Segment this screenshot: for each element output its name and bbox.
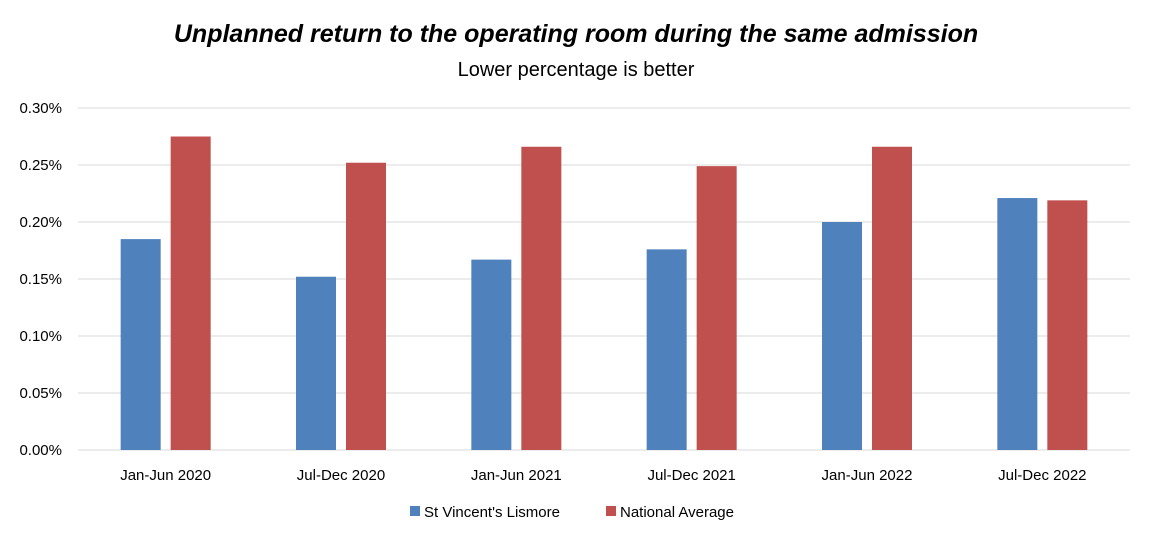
- chart-subtitle: Lower percentage is better: [458, 59, 695, 81]
- y-axis-ticks: 0.00% 0.05% 0.10% 0.15% 0.20% 0.25% 0.30%: [19, 100, 62, 459]
- bar-national-average: [170, 136, 211, 450]
- x-tick-label: Jan-Jun 2021: [471, 467, 562, 484]
- y-tick-label: 0.30%: [19, 100, 62, 117]
- bar-national-average: [1047, 200, 1088, 450]
- y-tick-label: 0.00%: [19, 442, 62, 459]
- x-tick-label: Jul-Dec 2022: [998, 467, 1086, 484]
- y-tick-label: 0.10%: [19, 328, 62, 345]
- bar-national-average: [521, 146, 562, 450]
- legend-label: St Vincent's Lismore: [424, 504, 560, 521]
- x-tick-label: Jul-Dec 2020: [297, 467, 385, 484]
- bar-st-vincents: [296, 276, 336, 450]
- gridlines: [78, 107, 1130, 451]
- bar-st-vincents: [646, 249, 687, 450]
- bar-st-vincents: [997, 198, 1038, 450]
- x-tick-label: Jan-Jun 2020: [120, 467, 211, 484]
- y-tick-label: 0.15%: [19, 271, 62, 288]
- bars: [120, 136, 1088, 450]
- bar-st-vincents: [120, 239, 161, 450]
- chart-title: Unplanned return to the operating room d…: [174, 20, 978, 48]
- y-tick-label: 0.05%: [19, 385, 62, 402]
- bar-national-average: [696, 166, 737, 450]
- legend: St Vincent's Lismore National Average: [410, 504, 734, 521]
- bar-st-vincents: [822, 222, 862, 450]
- y-tick-label: 0.20%: [19, 214, 62, 231]
- legend-swatch: [410, 506, 420, 516]
- x-tick-label: Jul-Dec 2021: [647, 467, 735, 484]
- bar-st-vincents: [471, 259, 512, 450]
- bar-national-average: [346, 162, 386, 450]
- legend-label: National Average: [620, 504, 734, 521]
- y-tick-label: 0.25%: [19, 157, 62, 174]
- x-tick-label: Jan-Jun 2022: [822, 467, 913, 484]
- x-axis-ticks: Jan-Jun 2020 Jul-Dec 2020 Jan-Jun 2021 Jul-…: [120, 467, 1086, 484]
- bar-national-average: [872, 146, 912, 450]
- legend-swatch: [606, 506, 616, 516]
